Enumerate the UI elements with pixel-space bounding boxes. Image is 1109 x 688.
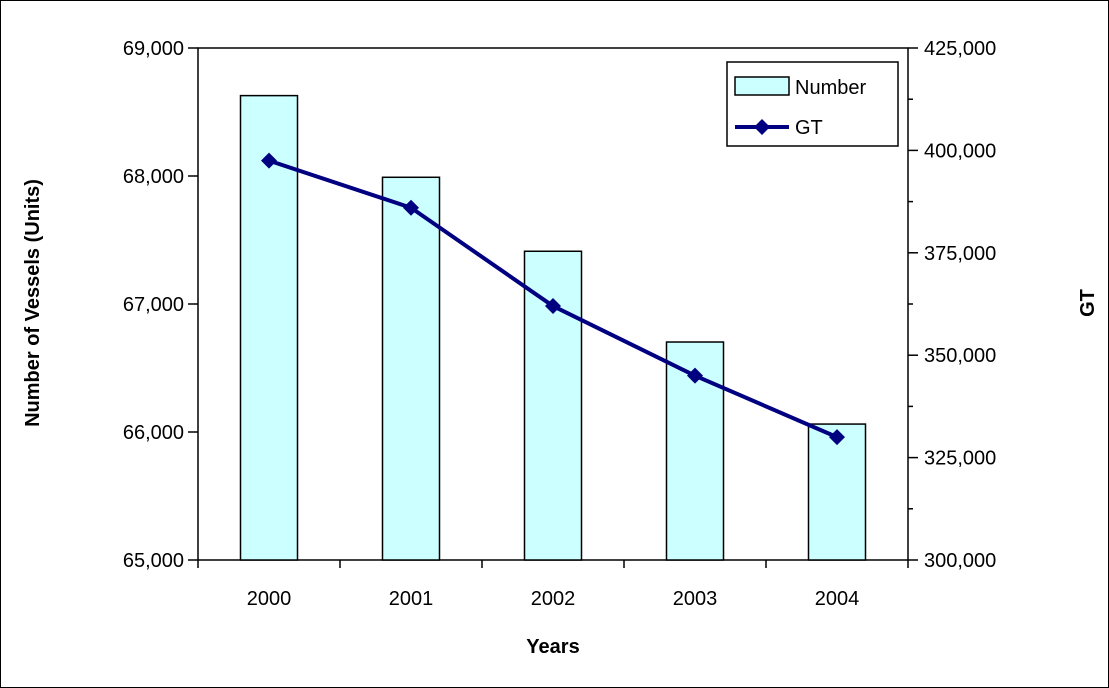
y-tick-label: 67,000 — [123, 294, 184, 316]
legend-swatch-gt-marker — [754, 119, 770, 135]
y-tick-label: 65,000 — [123, 550, 184, 572]
legend-swatch-number — [734, 76, 790, 96]
legend-label-number: Number — [795, 77, 866, 99]
x-tick-label: 2003 — [673, 588, 718, 610]
bar — [381, 176, 441, 561]
gt-marker — [261, 152, 277, 169]
y2-axis-title: GT — [1077, 289, 1099, 317]
y2-tick-label: 325,000 — [924, 448, 996, 470]
gt-marker — [403, 199, 419, 216]
x-tick-label: 2004 — [815, 588, 860, 610]
x-axis-title: Years — [526, 636, 579, 658]
y2-tick-label: 300,000 — [924, 550, 996, 572]
gt-marker — [829, 429, 845, 446]
gt-marker — [545, 298, 561, 315]
y-axis-title: Number of Vessels (Units) — [22, 179, 44, 427]
bar — [807, 423, 867, 561]
y-tick-label: 68,000 — [123, 166, 184, 188]
y2-tick-label: 425,000 — [924, 38, 996, 60]
y-tick-label: 66,000 — [123, 422, 184, 444]
bars-layer — [239, 94, 867, 561]
y2-tick-label: 400,000 — [924, 140, 996, 162]
bar — [239, 94, 299, 561]
y2-tick-label: 375,000 — [924, 243, 996, 265]
legend-label-gt: GT — [795, 117, 823, 139]
labels-layer: 65,000 66,000 67,000 68,000 69,000 300,000 325… — [123, 38, 996, 610]
y2-tick-label: 350,000 — [924, 345, 996, 367]
legend: Number GT — [726, 61, 899, 147]
line-layer — [261, 152, 845, 446]
gt-marker — [687, 367, 703, 384]
x-tick-label: 2002 — [531, 588, 576, 610]
x-tick-label: 2000 — [247, 588, 292, 610]
legend-box — [726, 61, 899, 147]
bar — [523, 250, 583, 561]
y-tick-label: 69,000 — [123, 38, 184, 60]
x-tick-label: 2001 — [389, 588, 434, 610]
